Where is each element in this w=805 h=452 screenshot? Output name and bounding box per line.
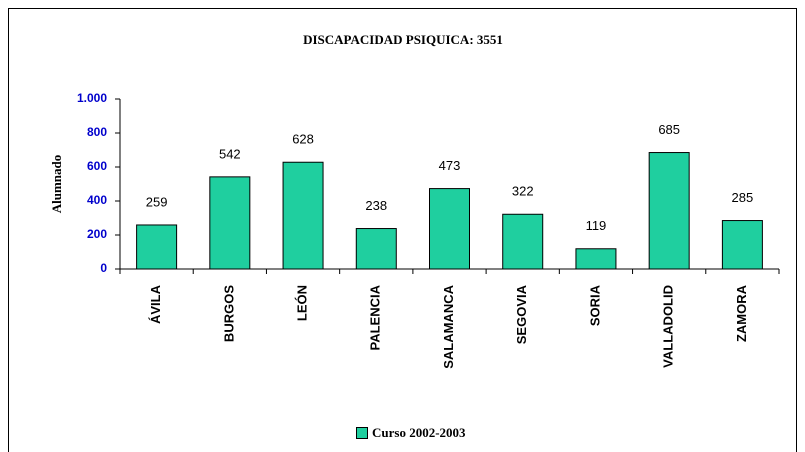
value-label: 628: [292, 132, 314, 147]
y-tick-label: 200: [87, 227, 107, 241]
bar: [721, 220, 763, 270]
x-tick-label: SORIA: [587, 284, 602, 326]
y-tick-label: 600: [87, 159, 107, 173]
x-tick-label: SALAMANCA: [441, 284, 456, 368]
bar: [429, 188, 470, 270]
y-tick-label: 800: [87, 125, 107, 139]
bar: [136, 224, 178, 270]
x-tick-label: ZAMORA: [734, 284, 749, 342]
bar: [282, 161, 324, 270]
x-tick-label: VALLADOLID: [661, 285, 676, 368]
x-tick-label: SEGOVIA: [514, 284, 529, 344]
value-label: 322: [512, 184, 534, 199]
value-label: 259: [146, 194, 168, 209]
value-label: 473: [439, 158, 461, 173]
x-tick-label: ÁVILA: [148, 284, 163, 324]
legend-swatch: [356, 427, 368, 439]
value-label: 119: [586, 218, 607, 233]
chart-title: DISCAPACIDAD PSIQUICA: 3551: [303, 32, 503, 47]
value-label: 542: [219, 146, 241, 161]
bar: [355, 228, 397, 270]
legend-label: Curso 2002-2003: [372, 425, 466, 440]
bar: [502, 213, 544, 270]
x-tick-label: BURGOS: [221, 285, 236, 342]
bar: [575, 248, 617, 270]
y-axis-title: Alumnado: [49, 155, 64, 214]
value-label: 238: [365, 198, 387, 213]
x-tick-label: LEÓN: [294, 285, 309, 321]
y-tick-label: 400: [87, 193, 107, 207]
y-tick-label: 1.000: [77, 91, 107, 105]
value-label: 285: [732, 190, 754, 205]
value-label: 685: [658, 122, 680, 137]
x-tick-label: PALENCIA: [368, 284, 383, 350]
bar: [648, 152, 690, 270]
bar: [209, 176, 251, 270]
y-tick-label: 0: [100, 261, 107, 275]
